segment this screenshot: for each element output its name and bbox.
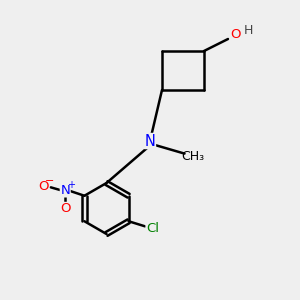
Text: O: O: [38, 180, 49, 193]
Text: N: N: [60, 184, 70, 197]
Text: H: H: [244, 24, 253, 37]
Text: +: +: [67, 180, 75, 190]
Text: CH₃: CH₃: [181, 149, 205, 163]
Text: −: −: [45, 176, 54, 186]
Text: O: O: [230, 28, 241, 41]
Text: Cl: Cl: [146, 222, 159, 235]
Text: O: O: [60, 202, 70, 215]
Text: N: N: [145, 134, 155, 148]
